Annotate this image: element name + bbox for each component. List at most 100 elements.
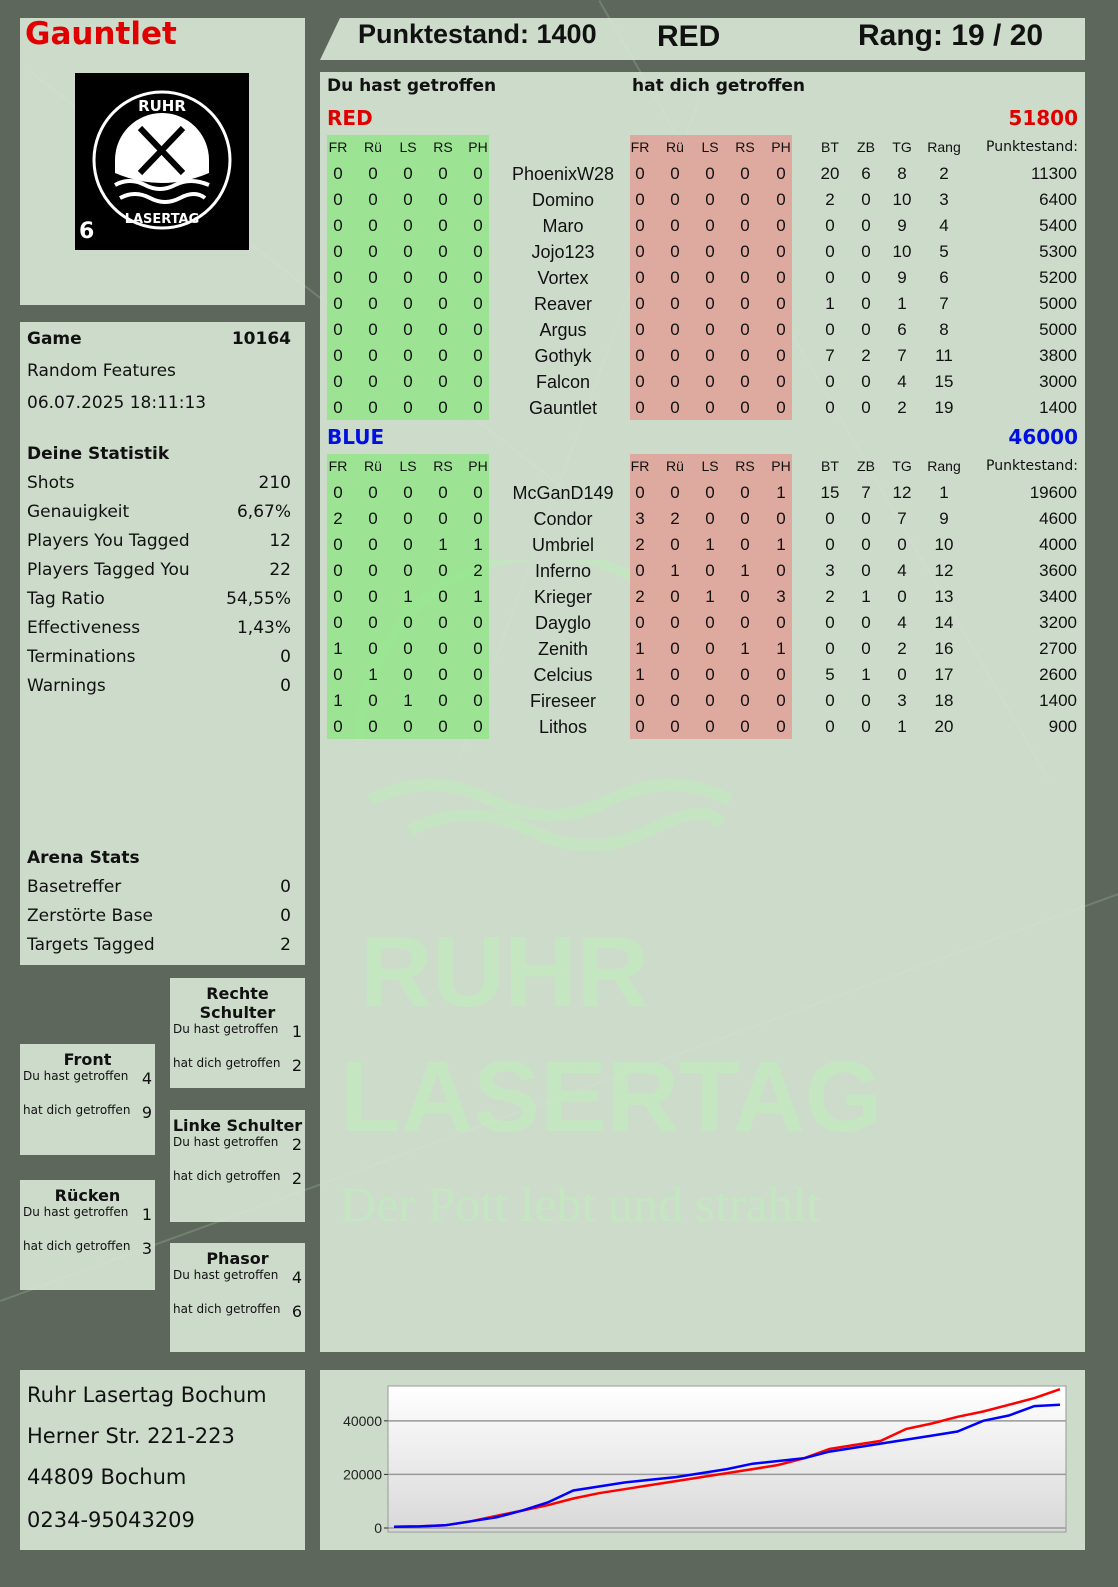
zb-cell: 1 <box>861 587 871 606</box>
hit-you-FR-cell: 0 <box>635 717 645 736</box>
hit-you-FR-cell: 0 <box>635 691 645 710</box>
you-hit-RS-cell: 0 <box>438 398 448 417</box>
hit-you-RS-cell: 0 <box>740 320 750 339</box>
you-hit-FR-cell: 0 <box>333 320 343 339</box>
hit-you-RS-cell: 0 <box>740 294 750 313</box>
zb-cell: 0 <box>861 398 871 417</box>
header-rang: Rang <box>927 458 961 474</box>
hit-label: Du hast getroffen <box>173 1135 279 1149</box>
stats-row: Players You Tagged 12 <box>27 531 291 551</box>
you-hit-PH-cell: 0 <box>473 717 483 736</box>
score-cell: 4600 <box>1039 509 1077 528</box>
tg-cell: 10 <box>892 190 912 209</box>
you-hit-Rü-cell: 0 <box>368 164 378 183</box>
tg-cell: 8 <box>897 164 907 183</box>
hit-you-LS-cell: 0 <box>705 691 715 710</box>
body-part-title: Linke Schulter <box>172 1116 303 1135</box>
header-bt: BT <box>821 139 839 155</box>
you-hit-PH-cell: 0 <box>473 346 483 365</box>
you-hit-RS-cell: 0 <box>438 164 448 183</box>
hit-you-RS-cell: 1 <box>740 639 750 658</box>
you-hit-RS-cell: 0 <box>438 639 448 658</box>
header-score: Punktestand: <box>986 458 1078 474</box>
you-hit-FR-cell: 0 <box>333 372 343 391</box>
hit-you-PH-cell: 0 <box>776 346 786 365</box>
header-you-hit-Rü: Rü <box>364 458 382 474</box>
tg-cell: 2 <box>897 398 907 417</box>
got-value: 3 <box>141 1239 152 1258</box>
you-hit-PH-cell: 0 <box>473 398 483 417</box>
zb-cell: 1 <box>861 665 871 684</box>
score-cell: 5000 <box>1039 294 1077 313</box>
hit-you-FR-cell: 0 <box>635 372 645 391</box>
hit-you-PH-cell: 0 <box>776 509 786 528</box>
header-tg: TG <box>892 458 912 474</box>
you-hit-FR-cell: 0 <box>333 164 343 183</box>
player-name: Gothyk <box>534 346 592 366</box>
stats-label: Effectiveness <box>27 618 141 638</box>
body-part-hit-row: Du hast getroffen 2 <box>170 1135 305 1169</box>
you-hit-PH-cell: 0 <box>473 665 483 684</box>
tg-cell: 12 <box>892 483 912 502</box>
you-hit-FR-cell: 0 <box>333 483 343 502</box>
hit-you-Rü-cell: 0 <box>670 268 680 287</box>
hit-you-PH-cell: 1 <box>776 483 786 502</box>
stats-row: Effectiveness 1,43% <box>27 618 291 638</box>
stats-label: Shots <box>27 473 75 493</box>
you-hit-RS-cell: 1 <box>438 535 448 554</box>
you-hit-Rü-cell: 0 <box>368 320 378 339</box>
hit-label: Du hast getroffen <box>23 1069 129 1083</box>
bt-cell: 0 <box>825 242 835 261</box>
hit-you-Rü-cell: 0 <box>670 587 680 606</box>
got-value: 2 <box>291 1056 302 1075</box>
you-hit-RS-cell: 0 <box>438 613 448 632</box>
hit-you-FR-cell: 0 <box>635 346 645 365</box>
header-hit-you-PH: PH <box>771 458 791 474</box>
player-name: Gauntlet <box>528 398 598 418</box>
arena-label: Basetreffer <box>27 877 122 897</box>
got-value: 2 <box>291 1169 302 1188</box>
rang-cell: 18 <box>934 691 954 710</box>
you-hit-LS-cell: 1 <box>403 691 413 710</box>
svg-text:LASERTAG: LASERTAG <box>125 212 200 227</box>
rang-cell: 8 <box>939 320 949 339</box>
player-name: Lithos <box>538 717 588 737</box>
you-hit-FR-cell: 1 <box>333 639 343 658</box>
got-label: hat dich getroffen <box>23 1103 131 1117</box>
you-hit-LS-cell: 0 <box>403 320 413 339</box>
zb-cell: 0 <box>861 691 871 710</box>
hit-you-Rü-cell: 1 <box>670 561 680 580</box>
team-logo: RUHR LASERTAG 6 <box>75 73 249 250</box>
hit-you-Rü-cell: 0 <box>670 372 680 391</box>
arena-label: Zerstörte Base <box>27 906 153 926</box>
rang-cell: 19 <box>934 398 954 417</box>
hit-you-RS-cell: 0 <box>740 190 750 209</box>
body-part-hit-row: Du hast getroffen 1 <box>170 1022 305 1056</box>
you-hit-block <box>327 454 489 739</box>
address-city: 44809 Bochum <box>27 1465 187 1489</box>
tg-cell: 6 <box>897 320 907 339</box>
logo-badge: 6 <box>79 219 95 244</box>
body-part-title: Rechte Schulter <box>199 984 276 1022</box>
hit-you-LS-cell: 0 <box>705 398 715 417</box>
hit-you-FR-cell: 1 <box>635 639 645 658</box>
bt-cell: 0 <box>825 717 835 736</box>
hit-you-FR-cell: 1 <box>635 665 645 684</box>
hit-you-FR-cell: 0 <box>635 164 645 183</box>
hit-you-LS-cell: 0 <box>705 483 715 502</box>
got-label: hat dich getroffen <box>173 1056 281 1070</box>
stats-label: Terminations <box>27 647 136 667</box>
you-hit-PH-cell: 0 <box>473 242 483 261</box>
arena-row: Zerstörte Base 0 <box>27 906 291 926</box>
you-hit-Rü-cell: 1 <box>368 665 378 684</box>
body-part-panel: Rechte Schulter Du hast getroffen 1 hat dic… <box>170 978 305 1088</box>
stats-row: Warnings 0 <box>27 676 291 696</box>
tg-cell: 4 <box>897 561 907 580</box>
rang-cell: 13 <box>934 587 954 606</box>
you-hit-LS-cell: 0 <box>403 483 413 502</box>
hit-you-LS-cell: 0 <box>705 639 715 658</box>
you-hit-LS-cell: 0 <box>403 717 413 736</box>
bt-cell: 0 <box>825 372 835 391</box>
hit-you-RS-cell: 0 <box>740 268 750 287</box>
body-part-got-row: hat dich getroffen 2 <box>170 1169 305 1203</box>
